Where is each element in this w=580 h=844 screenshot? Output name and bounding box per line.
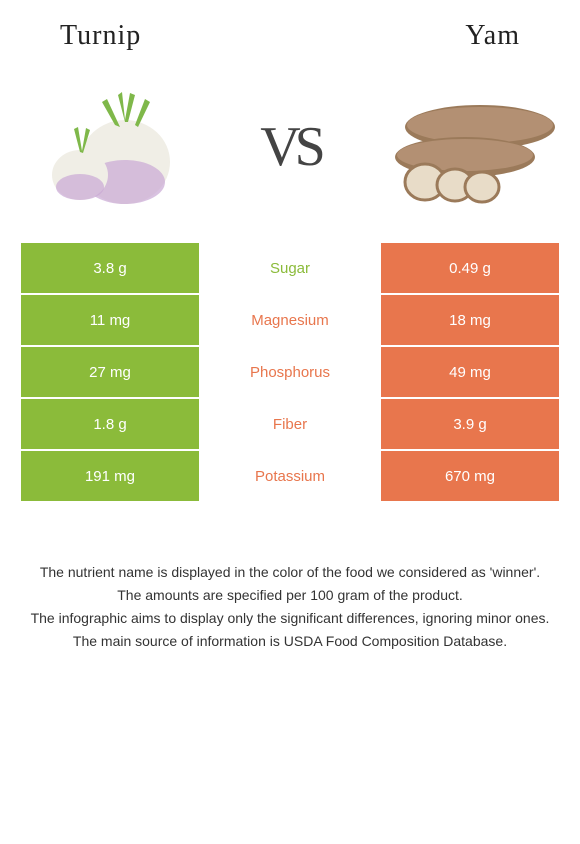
cell-right-value: 670 mg [380, 450, 560, 502]
nutrient-table: 3.8 gSugar0.49 g11 mgMagnesium18 mg27 mg… [20, 242, 560, 502]
turnip-image [20, 82, 210, 212]
footer-line-4: The main source of information is USDA F… [20, 631, 560, 652]
cell-left-value: 3.8 g [20, 242, 200, 294]
cell-nutrient-label: Fiber [200, 398, 380, 450]
title-right: Yam [465, 20, 520, 52]
cell-left-value: 11 mg [20, 294, 200, 346]
cell-nutrient-label: Potassium [200, 450, 380, 502]
table-row: 1.8 gFiber3.9 g [20, 398, 560, 450]
footer-line-2: The amounts are specified per 100 gram o… [20, 585, 560, 606]
vs-label: VS [260, 115, 320, 179]
title-left: Turnip [60, 20, 141, 52]
table-row: 3.8 gSugar0.49 g [20, 242, 560, 294]
cell-nutrient-label: Phosphorus [200, 346, 380, 398]
cell-right-value: 49 mg [380, 346, 560, 398]
table-row: 11 mgMagnesium18 mg [20, 294, 560, 346]
cell-left-value: 1.8 g [20, 398, 200, 450]
cell-right-value: 18 mg [380, 294, 560, 346]
footer-line-3: The infographic aims to display only the… [20, 608, 560, 629]
table-row: 191 mgPotassium670 mg [20, 450, 560, 502]
cell-nutrient-label: Magnesium [200, 294, 380, 346]
header: Turnip Yam [0, 0, 580, 62]
cell-left-value: 27 mg [20, 346, 200, 398]
vs-s: S [295, 116, 320, 178]
cell-right-value: 0.49 g [380, 242, 560, 294]
cell-nutrient-label: Sugar [200, 242, 380, 294]
yam-image [370, 82, 560, 212]
cell-left-value: 191 mg [20, 450, 200, 502]
vs-v: V [260, 116, 294, 178]
images-row: VS [0, 62, 580, 242]
footer: The nutrient name is displayed in the co… [0, 502, 580, 674]
footer-line-1: The nutrient name is displayed in the co… [20, 562, 560, 583]
cell-right-value: 3.9 g [380, 398, 560, 450]
table-row: 27 mgPhosphorus49 mg [20, 346, 560, 398]
